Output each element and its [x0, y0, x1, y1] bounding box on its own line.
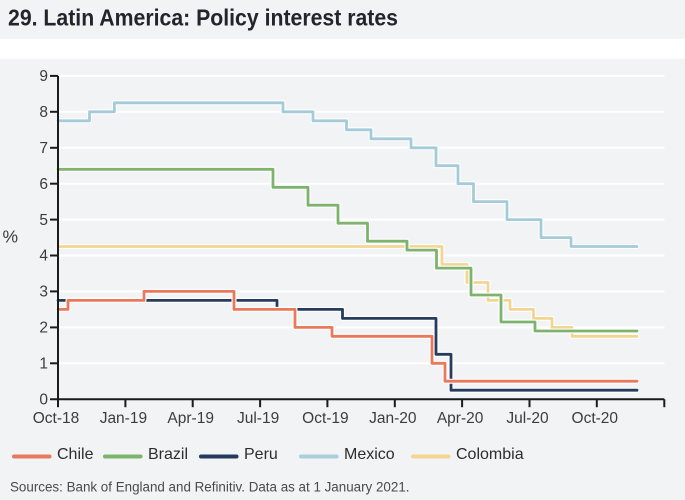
svg-text:Apr-19: Apr-19	[167, 410, 214, 427]
svg-text:Sources: Bank of England and R: Sources: Bank of England and Refinitiv. …	[10, 480, 409, 495]
svg-text:Jul-20: Jul-20	[506, 410, 549, 427]
svg-text:6: 6	[39, 176, 48, 193]
svg-text:1: 1	[39, 356, 48, 373]
svg-text:Jan-19: Jan-19	[100, 410, 147, 427]
svg-text:Jan-20: Jan-20	[369, 410, 417, 427]
svg-text:4: 4	[39, 248, 48, 265]
svg-text:Colombia: Colombia	[456, 446, 524, 463]
svg-text:Jul-19: Jul-19	[237, 410, 279, 427]
svg-text:5: 5	[39, 212, 48, 229]
svg-text:Brazil: Brazil	[148, 446, 188, 463]
svg-text:8: 8	[39, 104, 48, 121]
svg-text:Apr-20: Apr-20	[437, 410, 484, 427]
svg-text:Chile: Chile	[57, 446, 94, 463]
svg-text:2: 2	[39, 320, 48, 337]
svg-text:Mexico: Mexico	[344, 446, 395, 463]
svg-text:Oct-19: Oct-19	[302, 410, 349, 427]
svg-text:29. Latin America: Policy inte: 29. Latin America: Policy interest rates	[8, 5, 398, 31]
svg-text:7: 7	[39, 140, 48, 157]
svg-text:3: 3	[39, 284, 48, 301]
svg-text:9: 9	[39, 68, 48, 85]
svg-text:%: %	[3, 227, 19, 247]
svg-text:Oct-18: Oct-18	[33, 410, 80, 427]
svg-text:Oct-20: Oct-20	[572, 410, 619, 427]
svg-text:Peru: Peru	[244, 446, 278, 463]
svg-text:0: 0	[39, 391, 48, 408]
